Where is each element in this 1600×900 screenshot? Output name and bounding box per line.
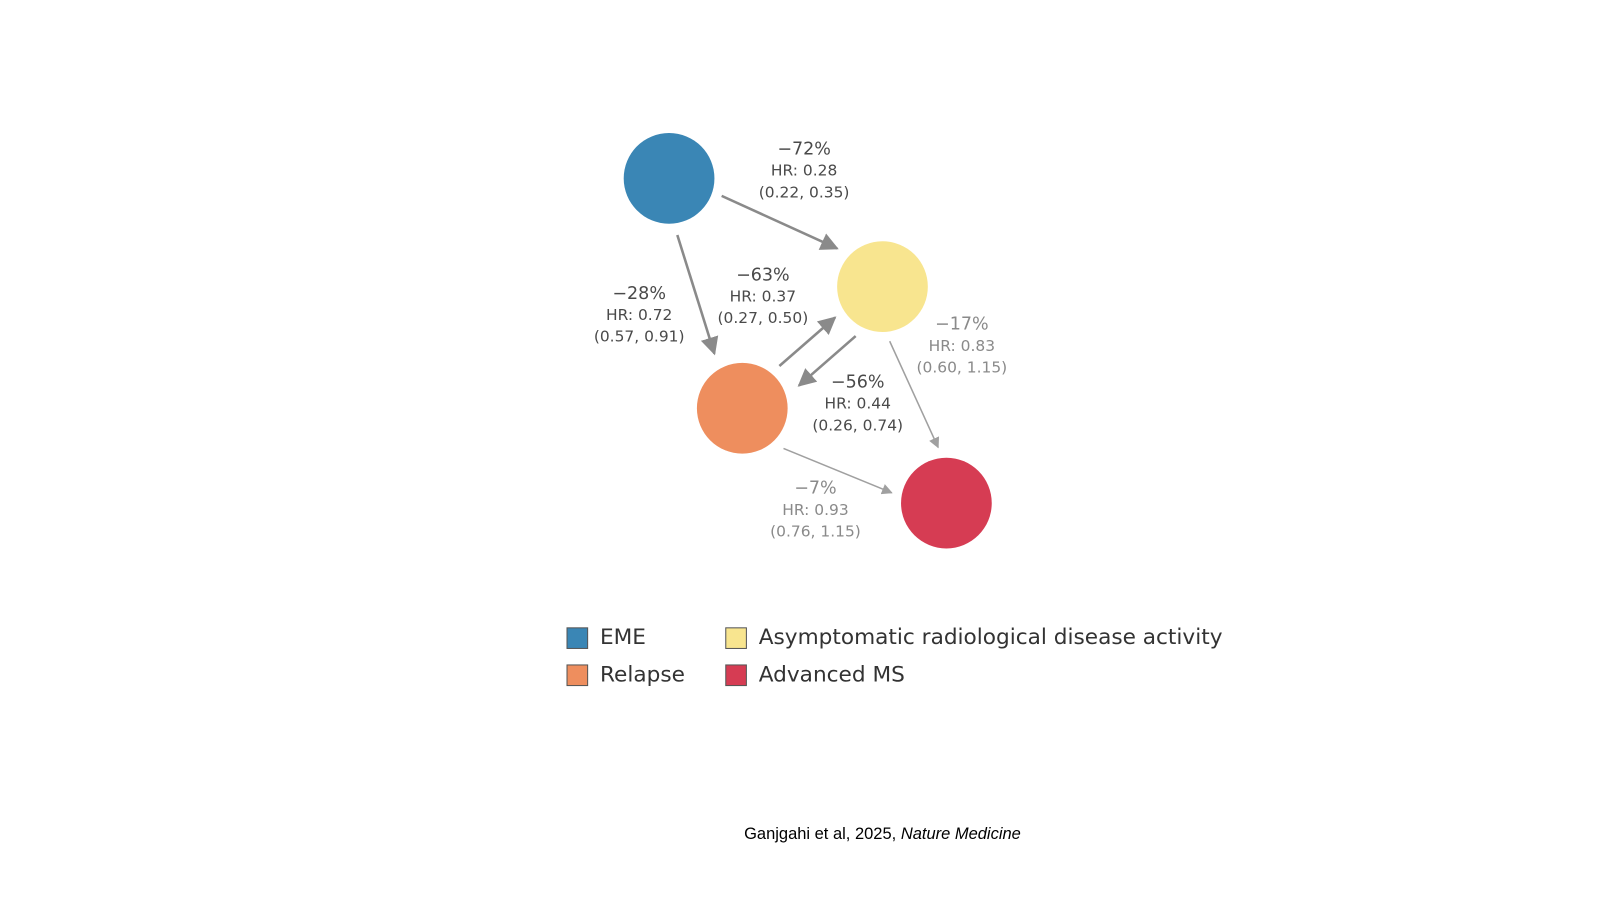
citation-text: Ganjgahi et al, 2025, (744, 825, 896, 843)
legend-label: Asymptomatic radiological disease activi… (759, 625, 1223, 650)
citation-journal: Nature Medicine (901, 825, 1021, 843)
citation: Ganjgahi et al, 2025, Nature Medicine (744, 825, 1021, 843)
legend-label: Advanced MS (759, 662, 905, 687)
edge-percent: −63% (736, 265, 790, 285)
edge-percent: −72% (777, 139, 831, 159)
legend-swatch (566, 627, 589, 649)
edge-ci: (0.76, 1.15) (770, 522, 861, 540)
edge-ci: (0.60, 1.15) (917, 359, 1008, 377)
state-node (696, 362, 788, 454)
edge-percent: −56% (831, 372, 885, 392)
edge-hr: HR: 0.83 (929, 337, 995, 355)
state-node (837, 241, 928, 332)
state-node (901, 457, 992, 549)
legend-swatch (725, 627, 747, 649)
arrow (888, 340, 940, 449)
arrow (721, 194, 839, 250)
edge-ci: (0.22, 0.35) (759, 183, 850, 201)
edge-hr: HR: 0.72 (606, 306, 672, 324)
legend-label: Relapse (600, 662, 685, 687)
edge-ci: (0.26, 0.74) (812, 416, 903, 434)
legend-swatch (725, 664, 747, 687)
legend-label: EME (600, 625, 646, 650)
edge-ci: (0.27, 0.50) (718, 309, 809, 327)
state-node (623, 132, 715, 224)
edge-hr: HR: 0.28 (771, 162, 837, 180)
arrow (778, 316, 837, 367)
edge-percent: −17% (935, 315, 989, 335)
edge-ci: (0.57, 0.91) (594, 328, 685, 346)
edge-percent: −28% (612, 284, 666, 304)
edge-hr: HR: 0.37 (730, 287, 796, 305)
edge-hr: HR: 0.44 (825, 395, 891, 413)
arrow (797, 335, 857, 387)
legend-swatch (566, 664, 589, 687)
arrow (676, 234, 719, 356)
edge-hr: HR: 0.93 (782, 501, 848, 519)
edge-percent: −7% (794, 479, 836, 499)
arrow (783, 447, 893, 495)
